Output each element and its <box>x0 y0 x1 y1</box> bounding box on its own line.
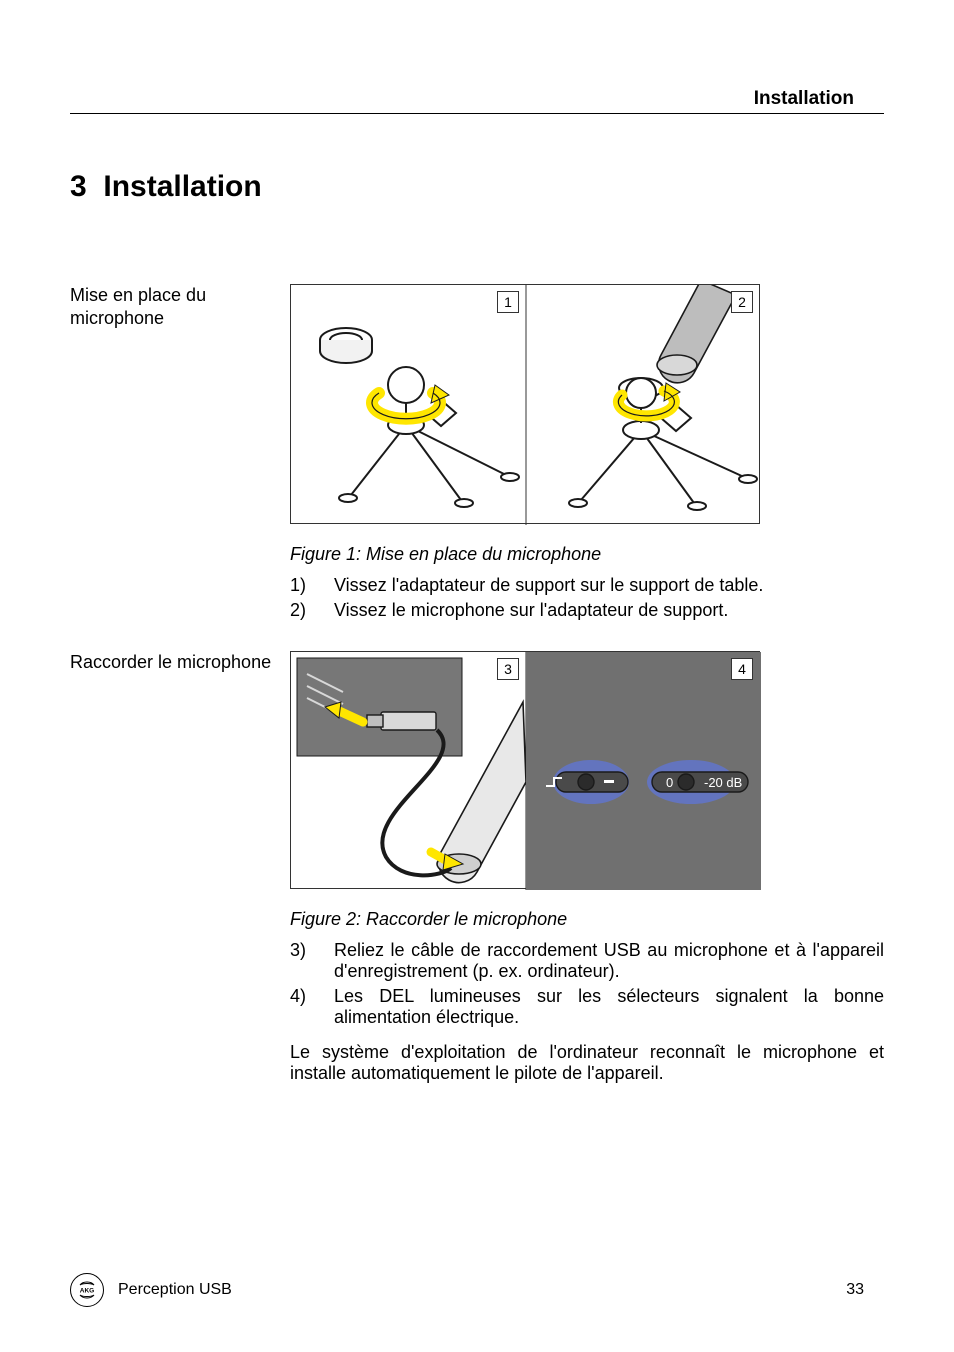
step-3-num: 3) <box>290 940 314 982</box>
figure2-panel-3-label: 3 <box>497 658 519 680</box>
brand-logo-icon: AKG <box>70 1273 104 1307</box>
step-2: 2) Vissez le microphone sur l'adaptateur… <box>290 600 884 621</box>
chapter-heading: 3 Installation <box>70 170 884 204</box>
svg-text:AKG: AKG <box>80 1288 94 1295</box>
figure-1-svg <box>291 285 761 525</box>
step-2-num: 2) <box>290 600 314 621</box>
panel4-label-20db: -20 dB <box>704 775 742 790</box>
figure-1-caption: Figure 1: Mise en place du microphone <box>290 544 884 565</box>
step-4: 4) Les DEL lumineuses sur les sélecteurs… <box>290 986 884 1028</box>
footer-product: Perception USB <box>118 1281 232 1299</box>
figure2-panel-4-label: 4 <box>731 658 753 680</box>
step-1: 1) Vissez l'adaptateur de support sur le… <box>290 575 884 596</box>
section-connect: 0 -20 dB 3 4 Figure 2: Raccorder le micr… <box>290 651 884 1084</box>
section-setup: 1 2 Figure 1: Mise en place du microphon… <box>290 284 884 651</box>
step-2-text: Vissez le microphone sur l'adaptateur de… <box>334 600 884 621</box>
footer-page-number: 33 <box>846 1281 864 1299</box>
chapter-title: Installation <box>103 170 261 203</box>
step-4-text: Les DEL lumineuses sur les sélecteurs si… <box>334 986 884 1028</box>
panel4-label-0: 0 <box>666 775 673 790</box>
figure1-panel-1-label: 1 <box>497 291 519 313</box>
side-label-connect: Raccorder le microphone <box>70 651 280 1084</box>
step-1-num: 1) <box>290 575 314 596</box>
figure-2-caption: Figure 2: Raccorder le microphone <box>290 909 884 930</box>
footer: AKG Perception USB 33 <box>70 1273 864 1307</box>
figure-1-box: 1 2 <box>290 284 760 524</box>
figure1-panel-2-label: 2 <box>731 291 753 313</box>
page: Installation 3 Installation Mise en plac… <box>0 0 954 1352</box>
side-label-setup: Mise en place du microphone <box>70 284 280 651</box>
figure-2-svg: 0 -20 dB <box>291 652 761 890</box>
step-3: 3) Reliez le câble de raccordement USB a… <box>290 940 884 982</box>
content-grid: Mise en place du microphone <box>70 284 884 1084</box>
figure-2-box: 0 -20 dB 3 4 <box>290 651 760 889</box>
step-1-text: Vissez l'adaptateur de support sur le su… <box>334 575 884 596</box>
chapter-number: 3 <box>70 170 87 203</box>
footer-left: AKG Perception USB <box>70 1273 232 1307</box>
header-rule <box>70 113 884 114</box>
running-head: Installation <box>754 88 854 110</box>
step-4-num: 4) <box>290 986 314 1028</box>
closing-paragraph: Le système d'exploitation de l'ordinateu… <box>290 1042 884 1084</box>
step-3-text: Reliez le câble de raccordement USB au m… <box>334 940 884 982</box>
